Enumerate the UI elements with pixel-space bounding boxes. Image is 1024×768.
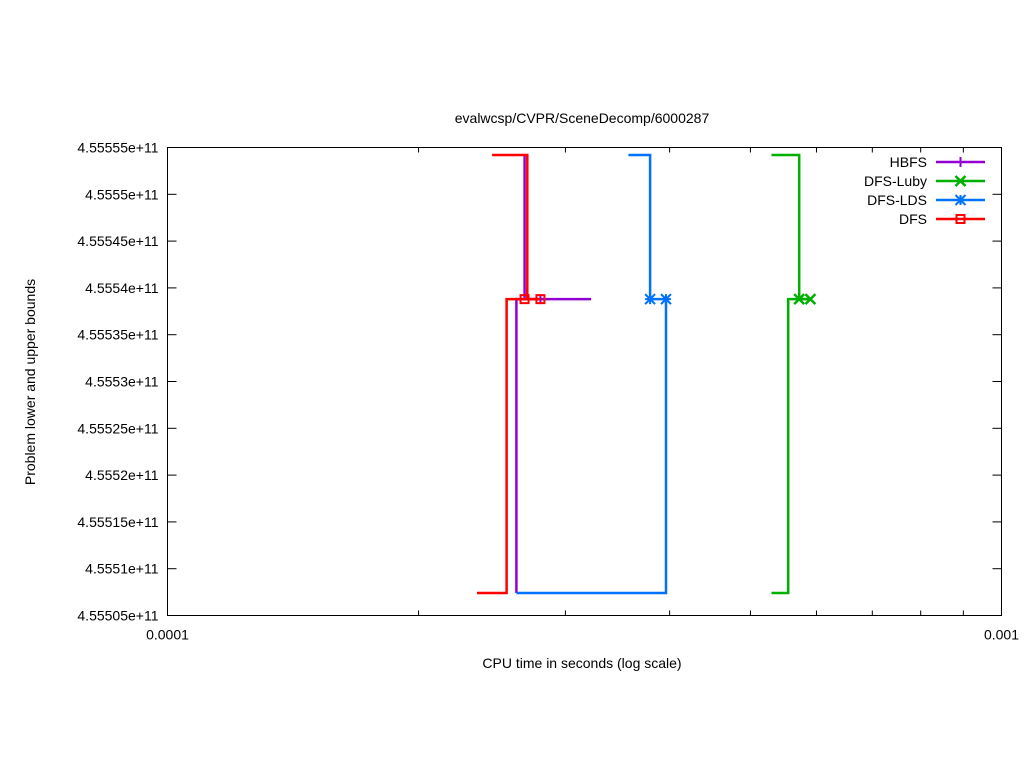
series-line-upper bbox=[628, 153, 666, 301]
y-tick-label: 4.5553e+11 bbox=[85, 374, 159, 390]
chart-title: evalwcsp/CVPR/SceneDecomp/6000287 bbox=[455, 110, 710, 126]
y-tick-label: 4.55555e+11 bbox=[77, 140, 158, 156]
series-dfs-luby bbox=[771, 153, 817, 595]
y-tick-label: 4.5554e+11 bbox=[85, 280, 159, 296]
y-tick-label: 4.55515e+11 bbox=[77, 514, 158, 530]
y-tick-label: 4.55545e+11 bbox=[77, 233, 158, 249]
series-line-upper bbox=[523, 155, 592, 301]
x-tick-label: 0.001 bbox=[984, 627, 1019, 643]
series-marker bbox=[644, 293, 656, 305]
series-line-upper bbox=[771, 153, 811, 301]
legend-label: DFS-Luby bbox=[864, 173, 927, 189]
series-line-upper bbox=[492, 153, 541, 301]
series-dfs-lds bbox=[516, 153, 672, 595]
y-tick-label: 4.55525e+11 bbox=[77, 420, 158, 436]
plot-frame bbox=[167, 147, 1002, 616]
legend: HBFS DFS-Luby DFS-LDS DFS bbox=[864, 154, 985, 227]
series-marker bbox=[804, 293, 817, 306]
y-tick-label: 4.5555e+11 bbox=[85, 186, 159, 202]
series-marker bbox=[660, 293, 672, 305]
x-tick-label: 0.0001 bbox=[146, 627, 189, 643]
legend-marker bbox=[955, 157, 966, 167]
series-line-lower bbox=[477, 297, 528, 595]
legend-marker bbox=[954, 194, 967, 206]
series-dfs bbox=[477, 153, 546, 595]
series-marker bbox=[519, 294, 530, 305]
legend-marker bbox=[955, 214, 966, 224]
series-line-lower bbox=[771, 297, 811, 595]
legend-label: HBFS bbox=[890, 154, 927, 170]
legend-label: DFS bbox=[899, 211, 927, 227]
y-tick-label: 4.5552e+11 bbox=[85, 467, 159, 483]
x-axis-title: CPU time in seconds (log scale) bbox=[482, 655, 681, 671]
series-marker bbox=[793, 293, 806, 306]
series-line-lower bbox=[515, 297, 541, 593]
series-marker bbox=[535, 294, 546, 305]
series-line-lower bbox=[516, 299, 668, 595]
series-layer bbox=[477, 153, 817, 595]
y-axis-title: Problem lower and upper bounds bbox=[22, 279, 38, 485]
axis-ticks: 4.55505e+11 4.5551e+11 4.55515e+11 4.5552e+… bbox=[77, 140, 1019, 643]
y-tick-label: 4.55535e+11 bbox=[77, 327, 158, 343]
legend-label: DFS-LDS bbox=[867, 192, 927, 208]
y-tick-label: 4.5551e+11 bbox=[85, 561, 159, 577]
y-tick-label: 4.55505e+11 bbox=[77, 608, 158, 624]
legend-marker bbox=[954, 175, 967, 187]
